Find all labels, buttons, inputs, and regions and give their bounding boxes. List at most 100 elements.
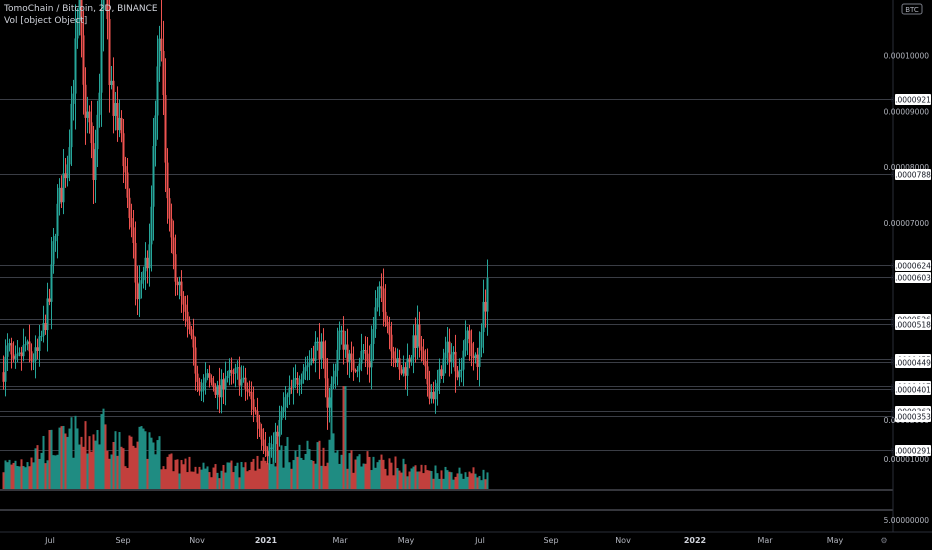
candle-body	[190, 329, 193, 336]
candle-body	[452, 351, 455, 355]
candle-body	[402, 367, 405, 374]
volume-bar	[90, 451, 93, 489]
candle-body	[66, 164, 69, 179]
volume-bar	[164, 469, 167, 489]
candle-body	[140, 280, 143, 284]
price-level-label-box	[895, 411, 931, 422]
time-axis-label: 2021	[255, 536, 278, 545]
volume-bar	[296, 456, 299, 489]
volume-bar	[174, 459, 177, 489]
volume-bar	[148, 432, 151, 489]
volume-bar	[470, 473, 473, 489]
price-level-label-box	[895, 272, 931, 283]
volume-legend[interactable]: Vol [object Object]	[4, 16, 88, 26]
candle-body	[244, 377, 247, 389]
time-axis-label: Nov	[615, 536, 631, 545]
candle-body	[384, 311, 387, 322]
volume-bar	[294, 450, 297, 489]
candle-body	[74, 38, 77, 94]
candle-body	[308, 362, 311, 366]
candle-body	[268, 448, 271, 457]
candle-body	[472, 356, 475, 359]
volume-bar	[172, 471, 175, 489]
volume-bar	[398, 470, 401, 489]
volume-bar	[426, 470, 429, 489]
candle-body	[470, 343, 473, 357]
candle-body	[68, 147, 71, 165]
volume-bar	[138, 426, 141, 489]
candle-body	[46, 298, 49, 331]
candle-body	[164, 95, 167, 163]
candle-body	[146, 257, 149, 269]
candle-body	[430, 392, 433, 399]
candle-body	[458, 369, 461, 378]
volume-bars	[2, 386, 489, 489]
volume-bar	[178, 473, 181, 489]
volume-bar	[480, 480, 483, 489]
candle-body	[96, 114, 99, 150]
volume-bar	[36, 445, 39, 489]
candle-body	[398, 358, 401, 370]
volume-bar	[308, 449, 311, 489]
candle-body	[420, 346, 423, 351]
volume-bar	[2, 472, 5, 489]
volume-bar	[442, 478, 445, 489]
volume-bar	[72, 457, 75, 489]
candle-body	[80, 0, 83, 36]
volume-bar	[450, 472, 453, 489]
candle-body	[318, 341, 321, 360]
volume-bar	[410, 468, 413, 489]
candle-body	[466, 330, 469, 339]
candle-body	[484, 301, 487, 312]
candle-body	[246, 388, 249, 392]
volume-bar	[416, 471, 419, 489]
volume-bar	[436, 473, 439, 489]
volume-bar	[120, 446, 123, 489]
candle-body	[348, 353, 351, 362]
candle-body	[342, 330, 345, 350]
candle-body	[48, 298, 51, 302]
volume-bar	[256, 455, 259, 489]
volume-bar	[360, 466, 363, 489]
candle-body	[370, 343, 373, 368]
candle-body	[192, 335, 195, 348]
candle-body	[324, 358, 327, 379]
candle-body	[152, 146, 155, 207]
volume-bar	[404, 464, 407, 489]
price-axis-tick: 0.00001000	[884, 455, 930, 464]
volume-bar	[132, 445, 135, 489]
candle-body	[84, 84, 87, 118]
price-level-label-box	[895, 94, 931, 105]
volume-bar	[126, 467, 129, 489]
volume-bar	[334, 452, 337, 489]
volume-bar	[276, 436, 279, 489]
lower-axis-tick: 5.00000000	[884, 516, 930, 525]
candle-body	[372, 329, 375, 344]
volume-bar	[184, 458, 187, 489]
candle-body	[208, 373, 211, 378]
volume-bar	[406, 476, 409, 489]
volume-bar	[180, 460, 183, 489]
volume-bar	[78, 444, 81, 489]
price-level-label: 0.00003538	[890, 413, 932, 422]
candle-body	[450, 354, 453, 362]
volume-bar	[158, 436, 161, 489]
candle-body	[408, 358, 411, 362]
candle-body	[294, 378, 297, 380]
candle-body	[354, 370, 357, 372]
candle-body	[50, 264, 53, 302]
volume-bar	[182, 464, 185, 489]
volume-bar	[24, 467, 27, 489]
candle-body	[6, 345, 9, 357]
volume-bar	[448, 471, 451, 489]
candle-body	[336, 349, 339, 371]
candle-body	[428, 384, 431, 399]
volume-bar	[134, 447, 137, 489]
candle-body	[188, 321, 191, 330]
volume-bar	[272, 447, 275, 489]
volume-bar	[332, 433, 335, 489]
candle-body	[486, 277, 489, 312]
volume-bar	[484, 479, 487, 489]
candle-body	[138, 283, 141, 300]
